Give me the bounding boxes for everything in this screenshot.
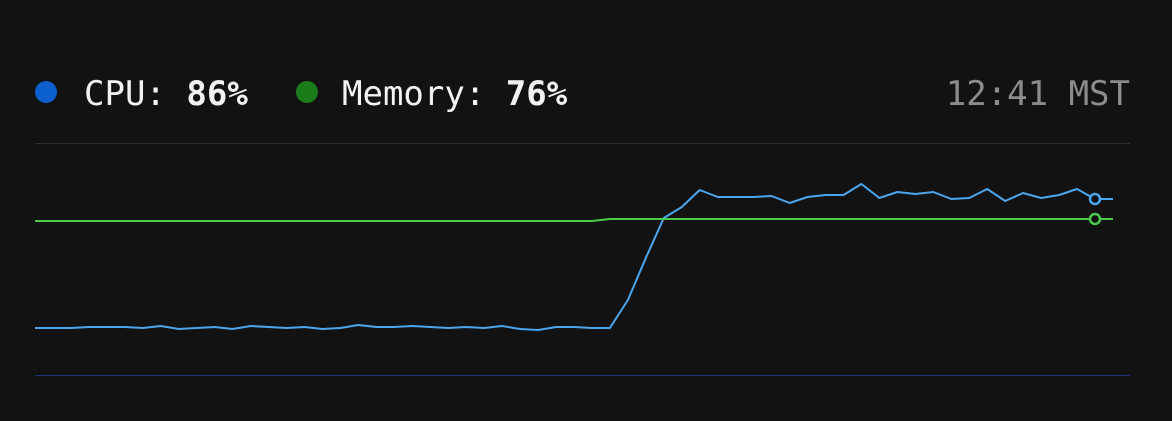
cpu-label: CPU: [84, 74, 166, 114]
memory-text: Memory: 76% [342, 74, 568, 114]
last-point [1088, 212, 1102, 226]
series-line [35, 183, 1096, 331]
memory-value: 76% [506, 74, 568, 114]
series-line [35, 218, 1095, 222]
cpu-value: 86% [186, 74, 248, 114]
last-point [1088, 192, 1102, 206]
cpu-dot [35, 81, 57, 103]
memory-dot [296, 81, 318, 103]
cpu-text: CPU: 86% [84, 74, 248, 114]
time: 12:41 MST [946, 74, 1130, 114]
memory-label: Memory: [342, 74, 485, 114]
